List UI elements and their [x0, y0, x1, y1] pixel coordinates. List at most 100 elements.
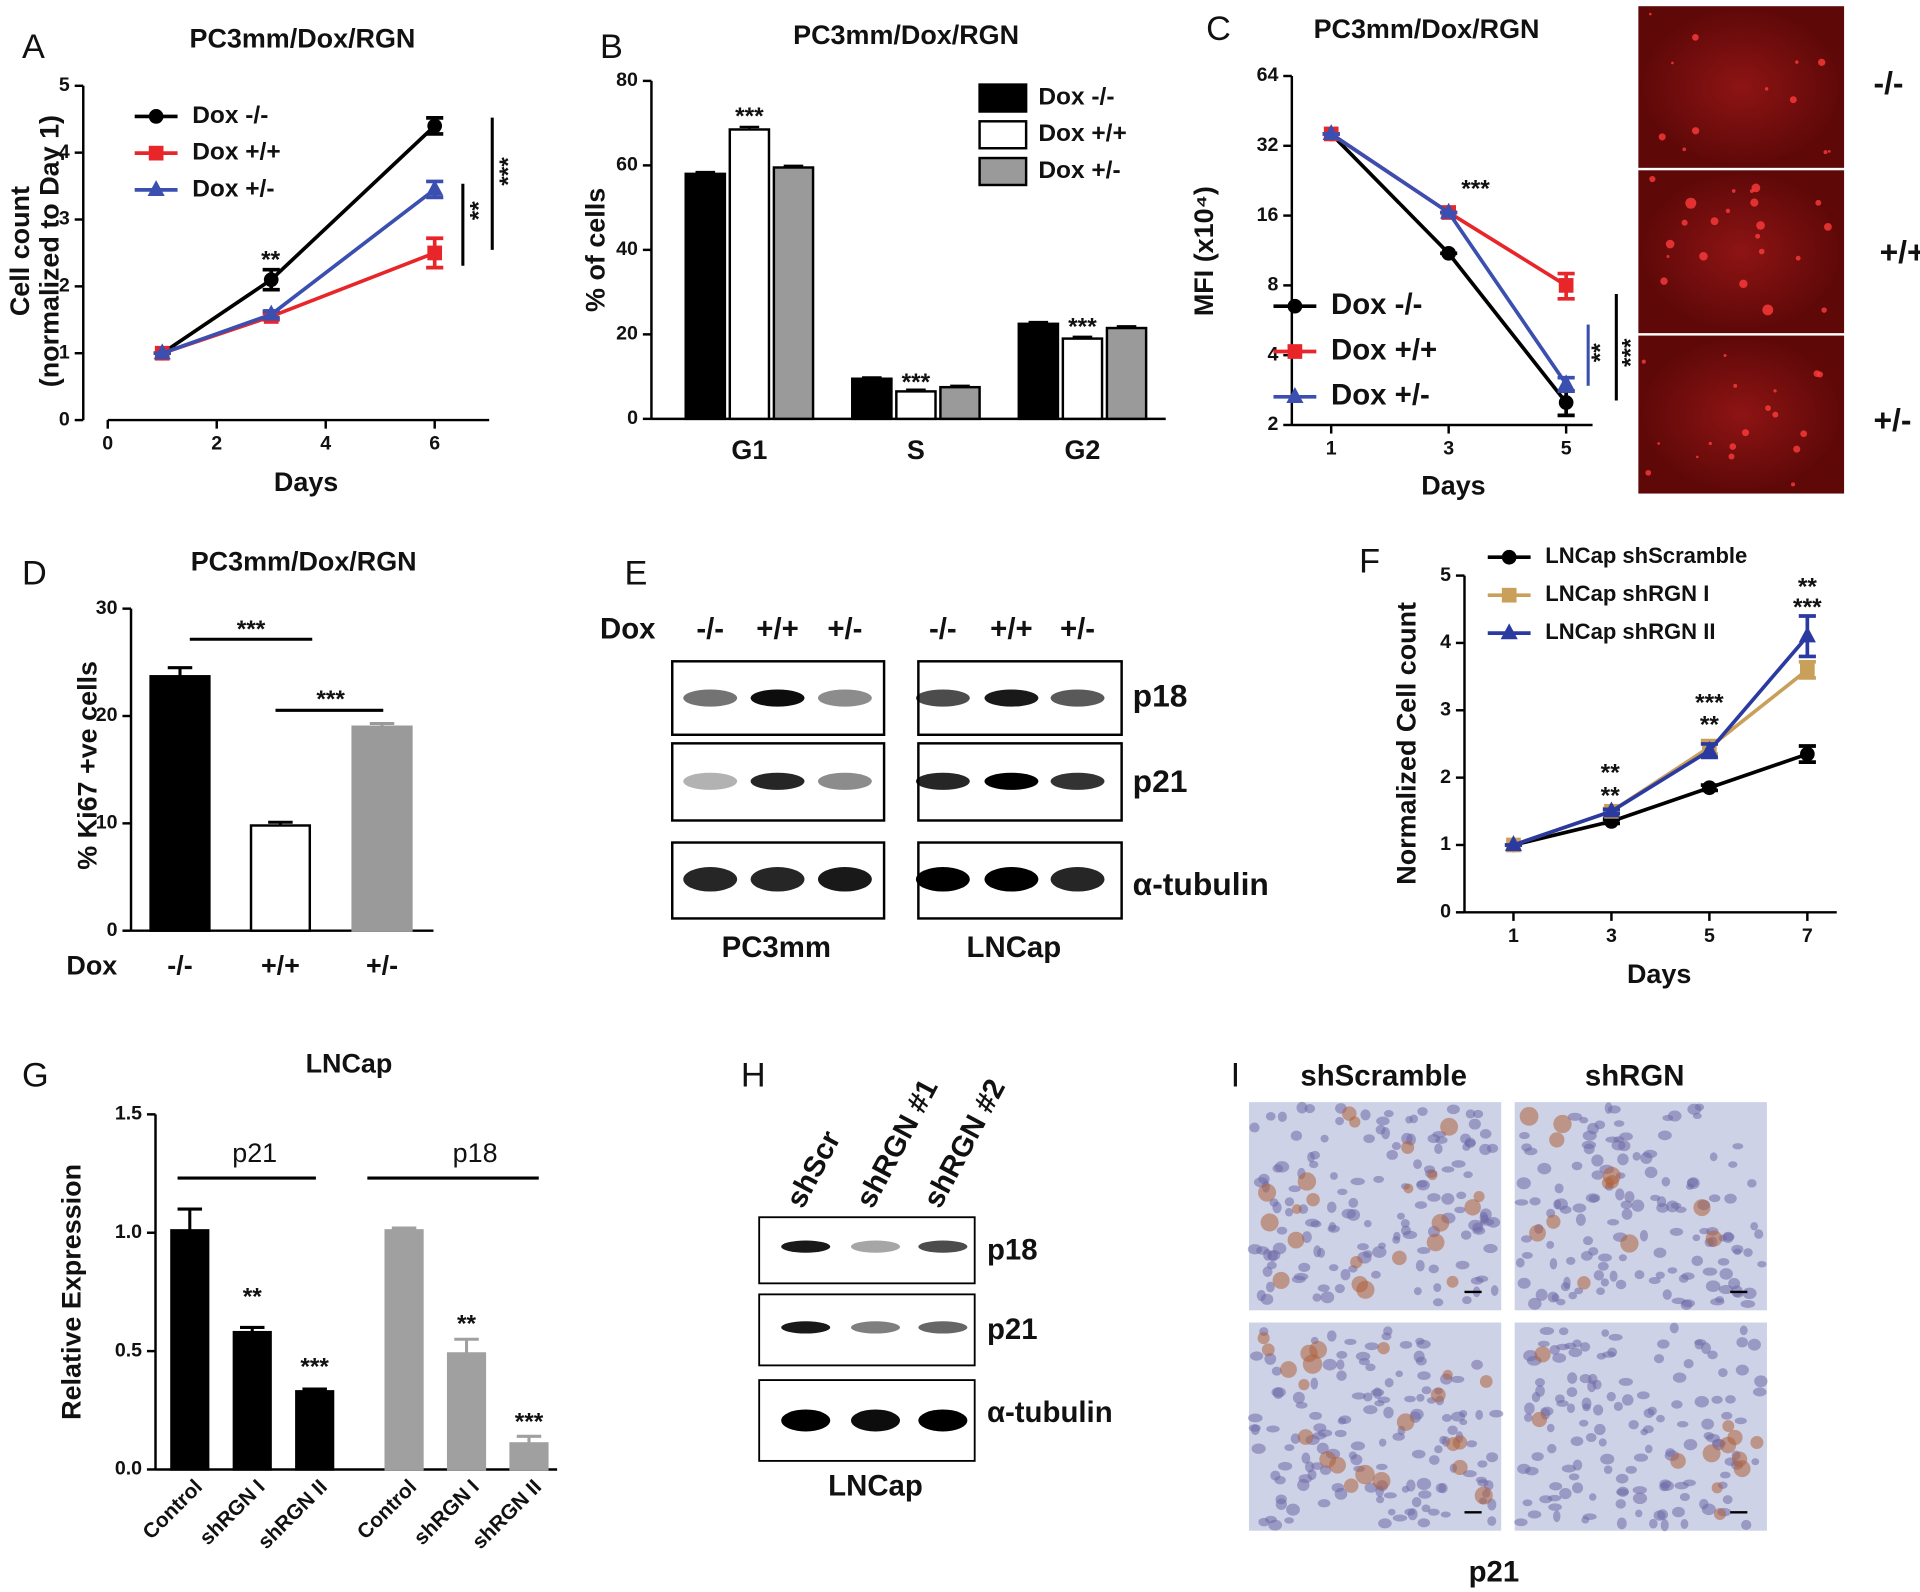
nucleus [1591, 1154, 1604, 1167]
nucleus [1554, 1394, 1565, 1404]
y-axis-label: % of cells [581, 188, 611, 312]
nucleus [1632, 1486, 1647, 1495]
nucleus [1647, 1406, 1657, 1416]
y-tick-label: 4 [1267, 343, 1278, 365]
annotation: *** [1793, 594, 1822, 621]
nucleus [1701, 1418, 1715, 1430]
nucleus [1607, 1347, 1618, 1357]
stained-cell [1702, 1444, 1721, 1463]
panel-label: D [22, 555, 47, 593]
y-axis-label: Cell count [5, 186, 35, 316]
nucleus [1266, 1261, 1277, 1270]
nucleus [1396, 1212, 1405, 1220]
stained-cell [1519, 1106, 1539, 1126]
nucleus [1284, 1197, 1295, 1207]
nucleus [1579, 1374, 1592, 1384]
nucleus [1326, 1201, 1337, 1213]
annotation: ** [457, 1310, 477, 1337]
nucleus [1607, 1219, 1620, 1226]
blot-band [750, 689, 805, 707]
nucleus [1298, 1474, 1313, 1484]
cell-spot [1789, 96, 1797, 104]
bar [1017, 322, 1060, 421]
nucleus [1434, 1143, 1443, 1155]
nucleus [1747, 1338, 1761, 1351]
nucleus [1251, 1443, 1266, 1454]
nucleus [1336, 1350, 1348, 1359]
nucleus [1414, 1201, 1428, 1209]
legend-marker [1286, 387, 1304, 403]
nucleus [1618, 1254, 1627, 1262]
nucleus [1616, 1488, 1629, 1496]
nucleus [1548, 1503, 1562, 1511]
stained-cell [1750, 1435, 1764, 1449]
stained-cell [1377, 1341, 1390, 1355]
cell-spot [1641, 359, 1646, 364]
nucleus [1739, 1325, 1748, 1336]
nucleus [1711, 1395, 1723, 1404]
nucleus [1571, 1161, 1583, 1171]
stained-cell [1553, 1114, 1572, 1134]
nucleus [1609, 1270, 1618, 1282]
bar [772, 166, 815, 421]
nucleus [1751, 1458, 1760, 1466]
nucleus [1350, 1454, 1363, 1466]
cell-spot [1791, 482, 1796, 487]
nucleus [1454, 1206, 1466, 1214]
nucleus [1615, 1279, 1627, 1290]
nucleus [1416, 1477, 1432, 1490]
nucleus [1293, 1272, 1309, 1281]
y-tick-label: 1.0 [115, 1221, 142, 1243]
legend-label: Dox +/- [1331, 379, 1430, 412]
point [153, 343, 171, 360]
x-tick-label: 1 [1326, 438, 1337, 460]
panel-label: E [624, 555, 647, 593]
blot-band [915, 772, 970, 790]
nucleus [1725, 1395, 1736, 1404]
nucleus [1250, 1424, 1260, 1436]
cell-spot [1699, 252, 1708, 261]
nucleus [1568, 1291, 1578, 1300]
blot-band [918, 1321, 968, 1334]
ihc-image [1248, 1322, 1502, 1531]
nucleus [1615, 1188, 1625, 1201]
nucleus [1757, 1260, 1767, 1268]
cell-spot [1710, 217, 1719, 226]
stained-cell [1549, 1132, 1565, 1148]
nucleus [1747, 1179, 1757, 1188]
cell-line-label: LNCap [967, 931, 1062, 964]
x-axis-label: Days [274, 467, 338, 497]
nucleus [1376, 1463, 1388, 1471]
nucleus [1462, 1143, 1471, 1151]
nucleus [1413, 1287, 1422, 1296]
nucleus [1270, 1470, 1281, 1481]
nucleus [1694, 1103, 1705, 1111]
nucleus [1263, 1248, 1272, 1261]
nucleus [1523, 1413, 1533, 1422]
blot-band [1050, 867, 1105, 892]
blot-band [984, 867, 1039, 892]
blot-band [1050, 689, 1105, 707]
nucleus [1446, 1104, 1460, 1115]
cell-spot [1666, 254, 1670, 258]
cell-spot [1758, 248, 1765, 255]
y-tick-label: 4 [1440, 631, 1451, 653]
bar [1061, 337, 1104, 421]
nucleus [1393, 1231, 1401, 1241]
nucleus [1537, 1162, 1552, 1175]
stained-cell [1531, 1411, 1548, 1428]
stained-cell [1577, 1276, 1591, 1290]
nucleus [1415, 1259, 1425, 1272]
nucleus [1583, 1236, 1594, 1246]
nucleus [1456, 1191, 1467, 1200]
nucleus [1271, 1366, 1282, 1376]
nucleus [1477, 1460, 1488, 1468]
point [1322, 124, 1340, 141]
nucleus [1655, 1271, 1665, 1279]
nucleus [1373, 1175, 1385, 1183]
blot-band [750, 772, 805, 790]
cell-spot [1682, 147, 1687, 152]
legend-marker [148, 109, 164, 124]
nucleus [1675, 1206, 1687, 1213]
